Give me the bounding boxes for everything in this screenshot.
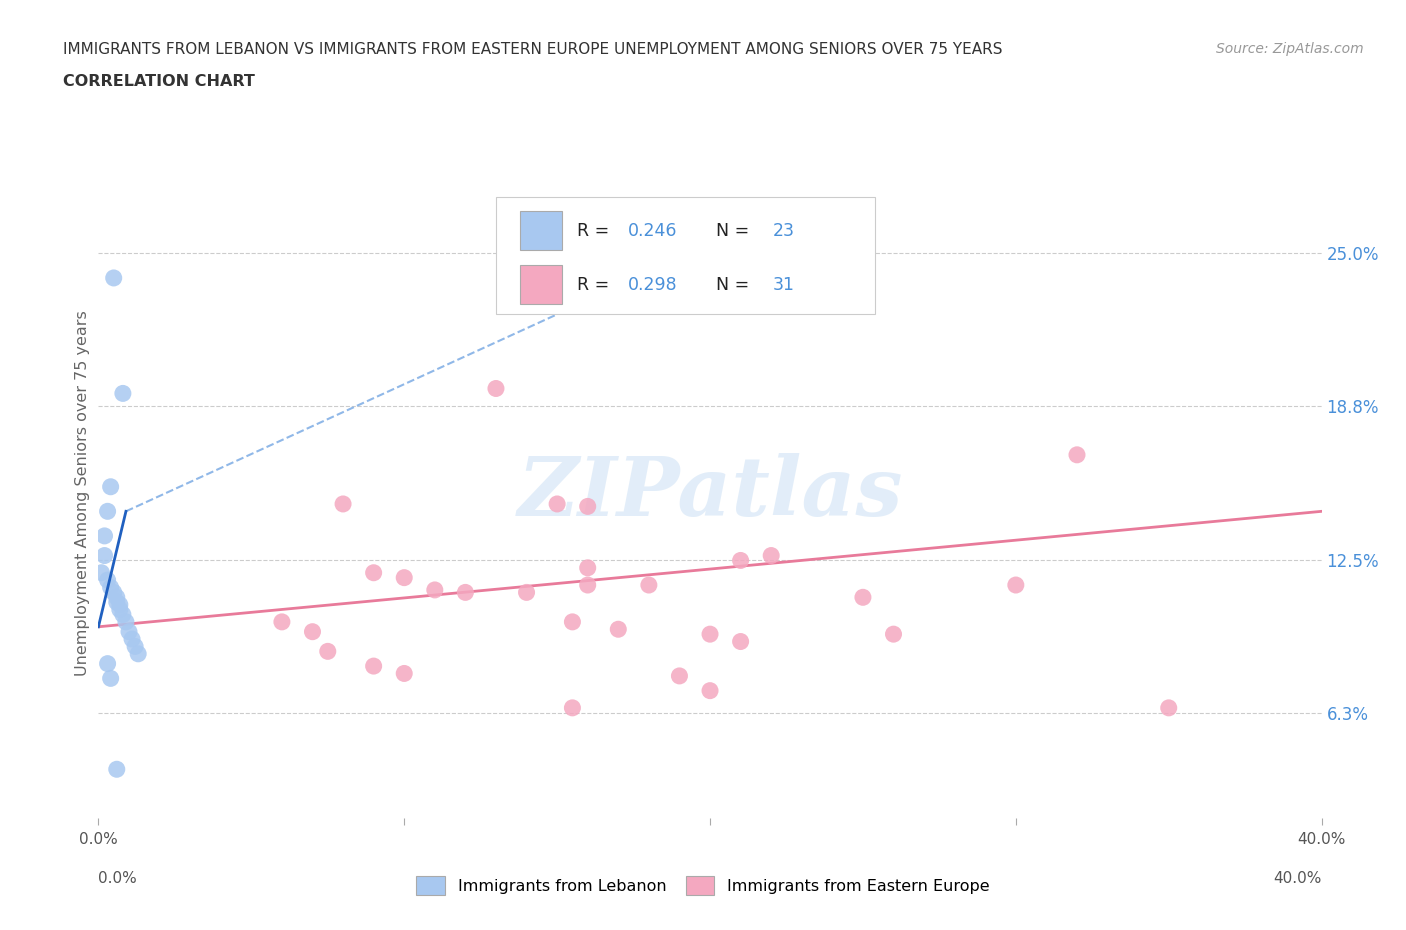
Point: [127, 646, 149, 661]
Point: [607, 622, 630, 637]
Text: R =: R =: [576, 275, 614, 294]
Point: [561, 700, 583, 715]
Text: N =: N =: [706, 221, 755, 240]
Point: [105, 590, 128, 604]
Point: [111, 607, 134, 622]
Text: CORRELATION CHART: CORRELATION CHART: [63, 74, 254, 89]
Point: [392, 570, 416, 585]
FancyBboxPatch shape: [520, 211, 562, 250]
Text: 0.246: 0.246: [628, 221, 678, 240]
Point: [301, 624, 323, 639]
Point: [883, 627, 905, 642]
Point: [668, 669, 690, 684]
Point: [392, 666, 416, 681]
Point: [105, 762, 128, 777]
Point: [121, 631, 143, 646]
Point: [852, 590, 875, 604]
Y-axis label: Unemployment Among Seniors over 75 years: Unemployment Among Seniors over 75 years: [75, 310, 90, 676]
Text: 40.0%: 40.0%: [1274, 871, 1322, 886]
FancyBboxPatch shape: [496, 197, 875, 314]
Point: [1066, 447, 1088, 462]
Point: [730, 553, 752, 568]
Point: [97, 657, 120, 671]
Point: [363, 565, 385, 580]
Point: [576, 561, 599, 576]
Point: [108, 597, 131, 612]
Point: [637, 578, 661, 592]
Point: [576, 578, 599, 592]
Point: [100, 580, 122, 595]
Legend: Immigrants from Lebanon, Immigrants from Eastern Europe: Immigrants from Lebanon, Immigrants from…: [408, 868, 998, 903]
Text: R =: R =: [576, 221, 614, 240]
Point: [97, 573, 120, 588]
Point: [699, 684, 721, 698]
Point: [124, 639, 146, 654]
Point: [1157, 700, 1180, 715]
Text: 0.0%: 0.0%: [98, 871, 138, 886]
Point: [423, 582, 446, 597]
FancyBboxPatch shape: [520, 265, 562, 304]
Point: [516, 585, 538, 600]
Text: N =: N =: [706, 275, 755, 294]
Point: [561, 615, 583, 630]
Point: [270, 615, 292, 630]
Point: [118, 624, 141, 639]
Point: [576, 499, 599, 514]
Point: [699, 627, 721, 642]
Text: 23: 23: [772, 221, 794, 240]
Point: [105, 595, 128, 610]
Text: 31: 31: [772, 275, 794, 294]
Text: ZIPatlas: ZIPatlas: [517, 453, 903, 533]
Text: Source: ZipAtlas.com: Source: ZipAtlas.com: [1216, 42, 1364, 56]
Point: [332, 497, 354, 512]
Point: [103, 271, 125, 286]
Point: [115, 615, 138, 630]
Point: [759, 548, 782, 563]
Point: [1004, 578, 1026, 592]
Text: 0.298: 0.298: [628, 275, 678, 294]
Point: [93, 548, 115, 563]
Point: [316, 644, 339, 658]
Point: [97, 504, 120, 519]
Point: [485, 381, 508, 396]
Point: [100, 479, 122, 494]
Text: IMMIGRANTS FROM LEBANON VS IMMIGRANTS FROM EASTERN EUROPE UNEMPLOYMENT AMONG SEN: IMMIGRANTS FROM LEBANON VS IMMIGRANTS FR…: [63, 42, 1002, 57]
Point: [90, 565, 112, 580]
Point: [454, 585, 477, 600]
Point: [100, 671, 122, 685]
Point: [93, 528, 115, 543]
Point: [111, 386, 134, 401]
Point: [730, 634, 752, 649]
Point: [363, 658, 385, 673]
Point: [103, 585, 125, 600]
Point: [546, 497, 568, 512]
Point: [108, 602, 131, 617]
